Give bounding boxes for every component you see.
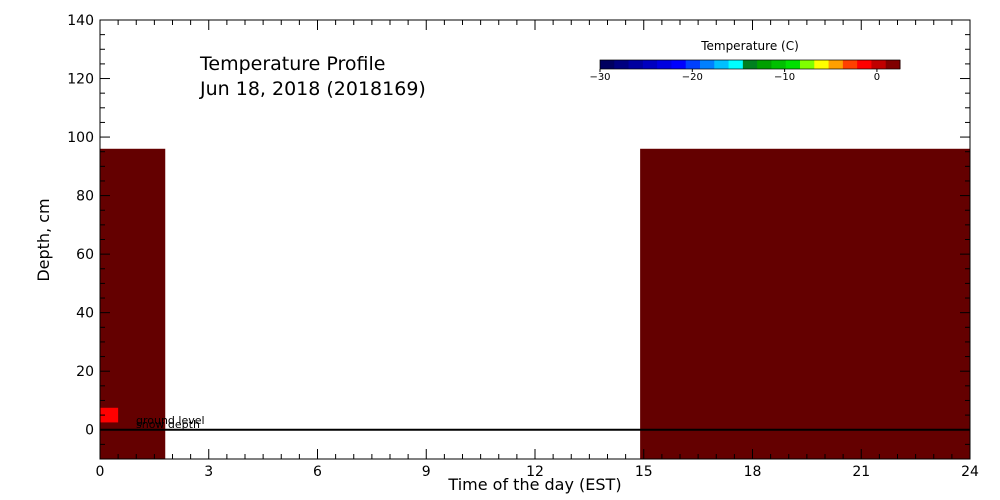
colorbar-title: Temperature (C) [700, 39, 799, 53]
colorbar-swatch [700, 60, 715, 69]
colorbar: −30 −20 −10 0 [589, 59, 901, 83]
chart-subtitle: Jun 18, 2018 (2018169) [199, 78, 426, 100]
x-tick-label: 21 [852, 464, 870, 480]
colorbar-swatch [842, 60, 858, 69]
heatmap-cell-1 [640, 148, 970, 460]
colorbar-swatch [814, 60, 830, 69]
colorbar-swatch [885, 60, 901, 69]
colorbar-swatch [871, 60, 887, 69]
colorbar-swatch [771, 60, 787, 69]
colorbar-tick-label: 0 [874, 72, 880, 83]
colorbar-tick-label: −30 [589, 72, 610, 83]
x-tick-label: 18 [744, 464, 762, 480]
colorbar-swatch [657, 60, 672, 69]
colorbar-swatch [857, 60, 872, 69]
y-tick-label: 100 [67, 130, 94, 146]
colorbar-tick-label: −20 [682, 72, 703, 83]
y-tick-label: 60 [76, 247, 94, 263]
colorbar-swatch [800, 60, 815, 69]
annotation-ground-level: ground level [136, 414, 205, 427]
colorbar-swatch [785, 60, 801, 69]
colorbar-swatch [828, 60, 844, 69]
colorbar-swatch [714, 60, 730, 69]
heatmap-cell-0 [100, 148, 166, 460]
heatmap-cells [100, 148, 970, 460]
colorbar-swatch [642, 60, 658, 69]
colorbar-swatch [628, 60, 644, 69]
annotation-snow-depth: snow depth [136, 418, 200, 431]
colorbar-tick-label: −10 [774, 72, 795, 83]
colorbar-swatch [728, 60, 744, 69]
x-tick-label: 0 [96, 464, 105, 480]
x-tick-label: 3 [204, 464, 213, 480]
heatmap-cell-2 [100, 407, 119, 423]
axis-ticks: 0 3 6 9 12 15 18 21 24 0 20 40 60 80 100 120 140 [67, 13, 979, 480]
colorbar-swatch [614, 60, 630, 69]
y-tick-label: 140 [67, 13, 94, 29]
y-tick-label: 0 [85, 423, 94, 439]
x-tick-label: 9 [422, 464, 431, 480]
x-tick-label: 24 [961, 464, 979, 480]
y-axis-title: Depth, cm [34, 198, 53, 281]
colorbar-frame [599, 59, 901, 70]
y-tick-label: 20 [76, 364, 94, 380]
colorbar-swatch [685, 60, 701, 69]
x-axis-title: Time of the day (EST) [447, 475, 621, 494]
y-tick-label: 40 [76, 306, 94, 322]
chart-title: Temperature Profile [199, 53, 385, 75]
colorbar-swatch [600, 60, 615, 69]
y-tick-label: 80 [76, 189, 94, 205]
x-tick-label: 6 [313, 464, 322, 480]
x-tick-label: 15 [635, 464, 653, 480]
colorbar-swatch [671, 60, 687, 69]
x-tick-label: 12 [526, 464, 544, 480]
y-tick-label: 120 [67, 72, 94, 88]
colorbar-swatch [742, 60, 758, 69]
colorbar-swatch [757, 60, 772, 69]
